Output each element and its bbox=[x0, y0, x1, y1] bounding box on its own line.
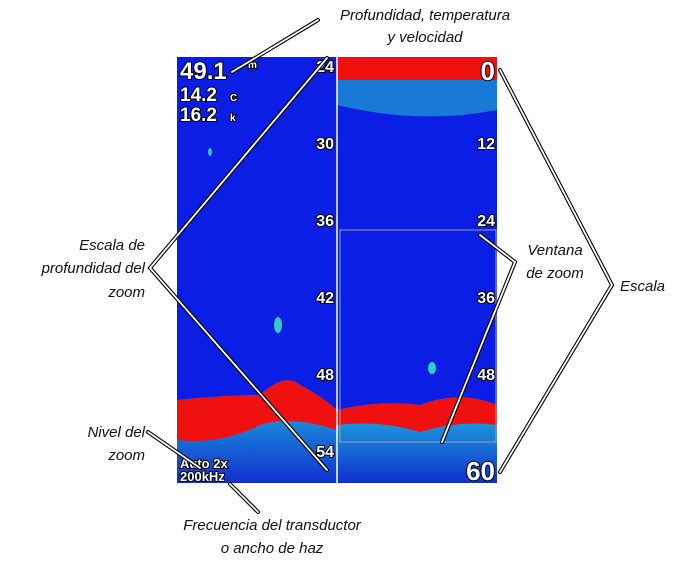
temperature-unit: C bbox=[230, 93, 237, 104]
fish-echo bbox=[208, 148, 212, 156]
scale-label: 48 bbox=[316, 367, 334, 384]
scale-label: 30 bbox=[316, 136, 334, 153]
callout-text: o ancho de haz bbox=[221, 540, 324, 557]
depth-unit: m bbox=[248, 60, 257, 71]
scale-label: 48 bbox=[477, 367, 495, 384]
bottom-return bbox=[177, 380, 337, 441]
depth: 49.1 bbox=[180, 58, 227, 85]
surface-return bbox=[337, 57, 497, 80]
scale-label: 12 bbox=[477, 136, 495, 153]
speed-unit: k bbox=[230, 113, 236, 124]
callout-text: zoom bbox=[107, 447, 145, 464]
fish-echo bbox=[274, 317, 282, 333]
sonar-display: 49.1 m 14.2 C 16.2 k 24 30 36 42 48 54 0 12 24 3… bbox=[177, 55, 497, 487]
scale-label: 60 bbox=[466, 456, 495, 486]
callout-text: Ventana bbox=[527, 242, 582, 259]
scale-label: 24 bbox=[477, 213, 495, 230]
zoom-window bbox=[339, 229, 497, 443]
callout-text: profundidad del bbox=[41, 260, 146, 277]
temperature: 14.2 bbox=[180, 85, 217, 106]
callout-text: zoom bbox=[107, 284, 145, 301]
scale-label: 54 bbox=[316, 444, 334, 461]
fish-echo bbox=[428, 362, 436, 374]
zoom-mode: Auto 2x bbox=[180, 456, 228, 471]
callout-text: y velocidad bbox=[386, 29, 463, 46]
callout-text: Frecuencia del transductor bbox=[183, 517, 362, 534]
scale-label: 0 bbox=[481, 56, 495, 86]
surface-clutter bbox=[337, 80, 497, 117]
callout-text: Escala bbox=[620, 278, 665, 295]
scale-label: 36 bbox=[316, 213, 334, 230]
callout-text: Nivel del bbox=[87, 424, 145, 441]
scale-label: 42 bbox=[316, 290, 334, 307]
speed: 16.2 bbox=[180, 105, 217, 126]
callout-text: Profundidad, temperatura bbox=[340, 7, 510, 24]
frequency: 200kHz bbox=[180, 469, 225, 484]
callout-lines bbox=[146, 18, 615, 514]
right-scale: 0 12 24 36 48 60 bbox=[465, 55, 496, 487]
callout-text: de zoom bbox=[526, 265, 584, 282]
callouts: Profundidad, temperatura y velocidad Esc… bbox=[41, 7, 665, 557]
callout-text: Escala de bbox=[79, 237, 145, 254]
scale-label: 36 bbox=[477, 290, 495, 307]
